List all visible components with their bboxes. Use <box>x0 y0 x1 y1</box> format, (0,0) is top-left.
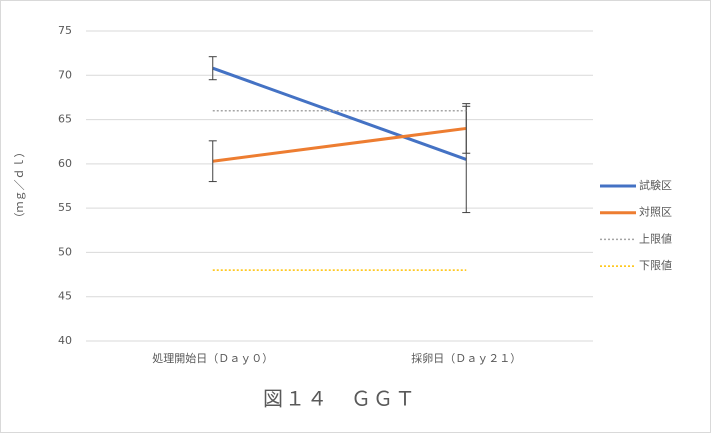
y-tick-label: 65 <box>58 113 72 126</box>
y-axis-label: （ｍｇ／ｄｌ） <box>13 147 26 224</box>
chart-title: 図１４ ＧＧＴ <box>263 387 417 411</box>
legend-label: 試験区 <box>639 178 672 192</box>
series-line <box>212 66 467 161</box>
y-tick-label: 60 <box>58 157 72 170</box>
y-tick-label: 75 <box>58 24 72 37</box>
legend-label: 下限値 <box>639 259 672 272</box>
y-tick-label: 50 <box>58 245 72 258</box>
error-bar <box>208 140 217 183</box>
series-line <box>212 126 467 163</box>
legend-label: 対照区 <box>639 205 672 219</box>
error-bar <box>208 56 217 81</box>
x-tick-label: 処理開始日（Ｄａｙ０） <box>152 351 273 365</box>
y-tick-label: 70 <box>58 68 72 81</box>
x-tick-label: 採卵日（Ｄａｙ２１） <box>411 351 521 365</box>
y-tick-label: 45 <box>58 290 72 303</box>
y-tick-label: 40 <box>58 334 72 347</box>
legend-label: 上限値 <box>639 232 672 245</box>
y-tick-label: 55 <box>58 201 72 214</box>
error-bar <box>462 103 471 154</box>
